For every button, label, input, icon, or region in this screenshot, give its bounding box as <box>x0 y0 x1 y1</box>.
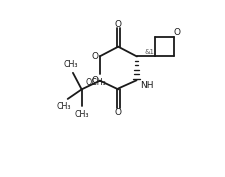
Text: CH₃: CH₃ <box>63 60 77 69</box>
Text: O: O <box>91 52 98 61</box>
Text: OCH₃: OCH₃ <box>85 78 106 87</box>
Text: CH₃: CH₃ <box>74 110 88 119</box>
Text: O: O <box>114 107 121 116</box>
Text: O: O <box>172 28 179 37</box>
Text: &1: &1 <box>144 49 154 55</box>
Text: O: O <box>91 76 98 85</box>
Text: O: O <box>114 20 121 29</box>
Text: CH₃: CH₃ <box>57 102 71 111</box>
Text: NH: NH <box>139 81 153 90</box>
